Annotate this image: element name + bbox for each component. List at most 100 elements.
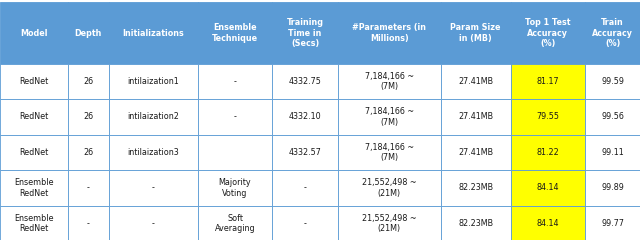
Bar <box>441 170 511 206</box>
Bar <box>273 64 338 99</box>
Text: RedNet: RedNet <box>19 112 49 121</box>
Bar <box>198 2 273 64</box>
Text: 81.22: 81.22 <box>536 148 559 157</box>
Text: Soft
Averaging: Soft Averaging <box>214 214 255 233</box>
Text: -: - <box>234 112 236 121</box>
Bar <box>68 135 109 170</box>
Bar <box>0 206 68 240</box>
Text: #Parameters (in
Millions): #Parameters (in Millions) <box>353 23 426 43</box>
Text: intilaization3: intilaization3 <box>127 148 179 157</box>
Text: 4332.10: 4332.10 <box>289 112 321 121</box>
Text: 26: 26 <box>83 112 93 121</box>
Bar <box>109 2 198 64</box>
Text: 7,184,166 ~
(7M): 7,184,166 ~ (7M) <box>365 107 414 126</box>
Text: intilaization1: intilaization1 <box>127 77 179 86</box>
Text: 84.14: 84.14 <box>537 183 559 192</box>
Text: -: - <box>87 183 90 192</box>
Text: -: - <box>234 77 236 86</box>
Text: Ensemble
RedNet: Ensemble RedNet <box>14 214 54 233</box>
Text: Ensemble
Technique: Ensemble Technique <box>212 23 258 43</box>
Text: 27.41MB: 27.41MB <box>458 77 493 86</box>
Bar <box>68 99 109 135</box>
Bar <box>338 206 441 240</box>
Bar <box>273 2 338 64</box>
Bar <box>109 206 198 240</box>
Text: -: - <box>303 183 307 192</box>
Bar <box>585 170 640 206</box>
Bar <box>0 64 68 99</box>
Text: 84.14: 84.14 <box>537 219 559 228</box>
Bar <box>441 64 511 99</box>
Text: 99.77: 99.77 <box>601 219 624 228</box>
Bar <box>68 64 109 99</box>
Bar <box>109 99 198 135</box>
Bar <box>585 206 640 240</box>
Bar <box>198 135 273 170</box>
Text: RedNet: RedNet <box>19 148 49 157</box>
Bar <box>273 206 338 240</box>
Bar <box>0 99 68 135</box>
Bar <box>441 206 511 240</box>
Text: 99.56: 99.56 <box>601 112 624 121</box>
Text: Ensemble
RedNet: Ensemble RedNet <box>14 178 54 198</box>
Text: intilaization2: intilaization2 <box>127 112 179 121</box>
Text: -: - <box>152 183 155 192</box>
Text: -: - <box>303 219 307 228</box>
Bar <box>338 170 441 206</box>
Text: 7,184,166 ~
(7M): 7,184,166 ~ (7M) <box>365 143 414 162</box>
Bar <box>273 99 338 135</box>
Bar <box>441 135 511 170</box>
Text: 27.41MB: 27.41MB <box>458 112 493 121</box>
Text: RedNet: RedNet <box>19 77 49 86</box>
Bar <box>109 64 198 99</box>
Text: Train
Accuracy
(%): Train Accuracy (%) <box>592 18 633 48</box>
Text: 99.11: 99.11 <box>601 148 624 157</box>
Bar <box>511 170 585 206</box>
Bar <box>511 99 585 135</box>
Bar <box>198 170 273 206</box>
Bar <box>585 64 640 99</box>
Bar <box>585 99 640 135</box>
Text: Param Size
in (MB): Param Size in (MB) <box>451 23 501 43</box>
Bar <box>511 206 585 240</box>
Text: 21,552,498 ~
(21M): 21,552,498 ~ (21M) <box>362 214 417 233</box>
Bar <box>0 2 68 64</box>
Bar <box>68 2 109 64</box>
Bar <box>109 170 198 206</box>
Text: -: - <box>152 219 155 228</box>
Bar <box>273 170 338 206</box>
Text: Majority
Voting: Majority Voting <box>219 178 252 198</box>
Text: 82.23MB: 82.23MB <box>458 183 493 192</box>
Text: 99.59: 99.59 <box>601 77 624 86</box>
Bar <box>441 99 511 135</box>
Bar <box>338 99 441 135</box>
Text: 82.23MB: 82.23MB <box>458 219 493 228</box>
Bar <box>338 64 441 99</box>
Text: 81.17: 81.17 <box>536 77 559 86</box>
Bar <box>198 206 273 240</box>
Bar <box>273 135 338 170</box>
Text: 4332.57: 4332.57 <box>289 148 321 157</box>
Bar <box>338 135 441 170</box>
Bar <box>338 2 441 64</box>
Text: 79.55: 79.55 <box>536 112 559 121</box>
Bar <box>585 2 640 64</box>
Bar <box>585 135 640 170</box>
Bar <box>198 99 273 135</box>
Bar <box>0 135 68 170</box>
Bar <box>511 64 585 99</box>
Text: Depth: Depth <box>74 29 102 37</box>
Text: Training
Time in
(Secs): Training Time in (Secs) <box>287 18 324 48</box>
Text: 27.41MB: 27.41MB <box>458 148 493 157</box>
Text: 99.89: 99.89 <box>601 183 624 192</box>
Bar <box>511 135 585 170</box>
Text: 4332.75: 4332.75 <box>289 77 321 86</box>
Bar <box>511 2 585 64</box>
Bar <box>109 135 198 170</box>
Text: 21,552,498 ~
(21M): 21,552,498 ~ (21M) <box>362 178 417 198</box>
Text: Top 1 Test
Accuracy
(%): Top 1 Test Accuracy (%) <box>525 18 571 48</box>
Bar <box>68 206 109 240</box>
Text: 7,184,166 ~
(7M): 7,184,166 ~ (7M) <box>365 72 414 91</box>
Text: -: - <box>87 219 90 228</box>
Text: 26: 26 <box>83 148 93 157</box>
